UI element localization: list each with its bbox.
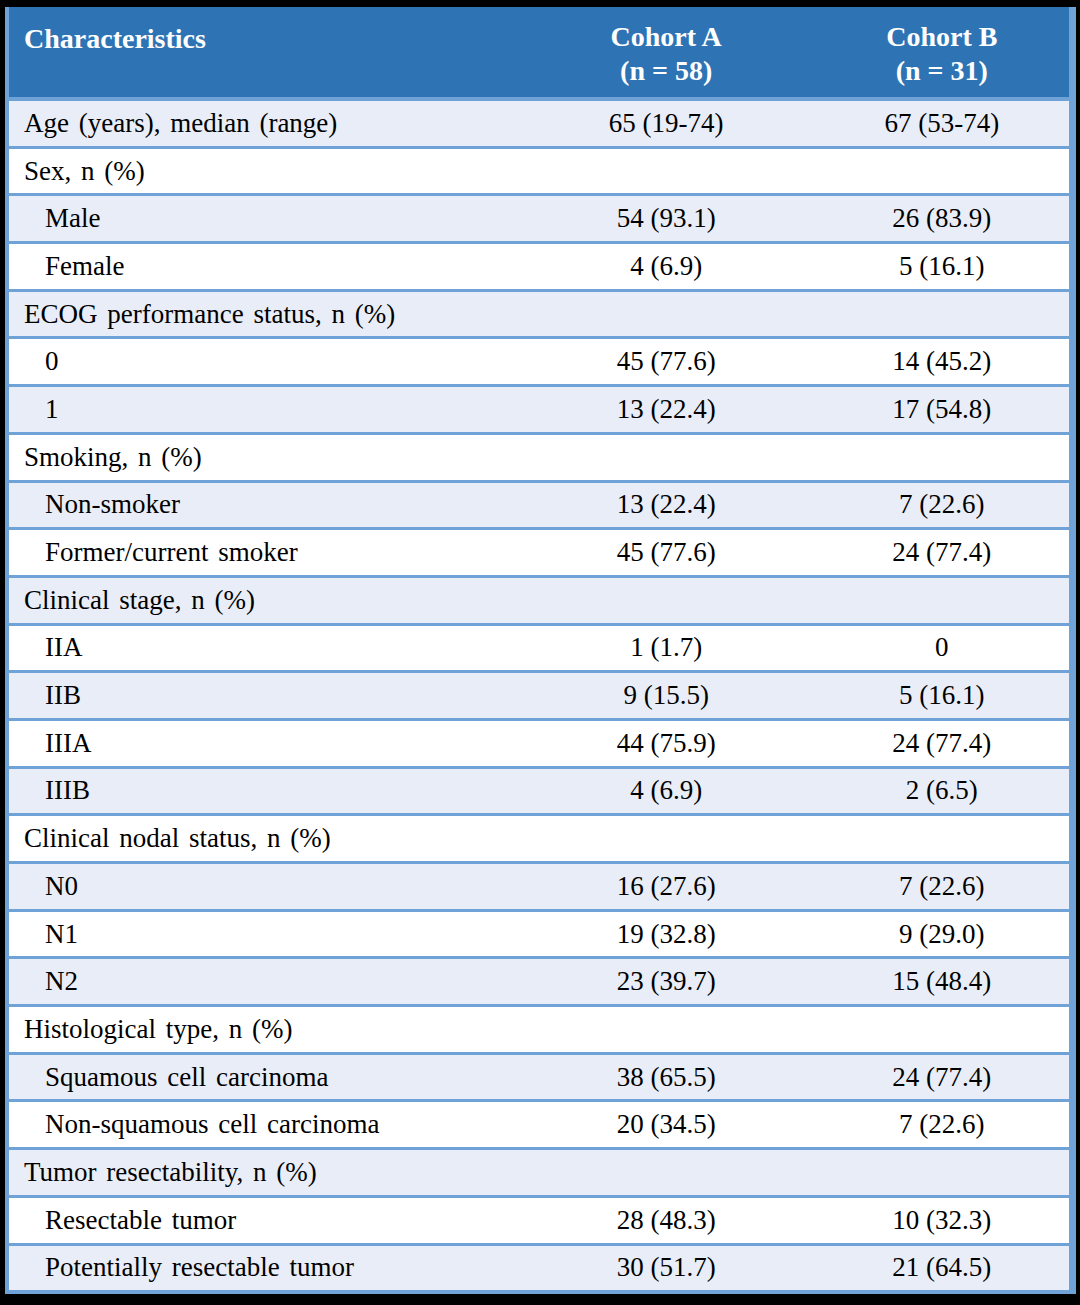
cohort-a-cell: 16 (27.6) [518,871,815,902]
cohort-b-cell: 67 (53-74) [815,108,1069,139]
characteristic-cell: Non-squamous cell carcinoma [9,1109,518,1140]
cohort-b-cell: 26 (83.9) [815,203,1069,234]
characteristic-cell: Resectable tumor [9,1205,518,1236]
cohort-a-cell: 28 (48.3) [518,1205,815,1236]
characteristic-cell: 0 [9,346,518,377]
characteristic-cell: Squamous cell carcinoma [9,1062,518,1093]
table-row: Sex, n (%) [9,146,1069,194]
characteristic-cell: IIA [9,632,518,663]
characteristic-cell: N0 [9,871,518,902]
cohort-a-cell: 9 (15.5) [518,680,815,711]
table-row: IIIB 4 (6.9) 2 (6.5) [9,766,1069,814]
table-header-row: Characteristics Cohort A (n = 58) Cohort… [9,7,1069,101]
table-row: Male 54 (93.1) 26 (83.9) [9,193,1069,241]
characteristic-cell: N1 [9,919,518,950]
characteristic-cell: ECOG performance status, n (%) [9,299,518,330]
cohort-b-cell: 7 (22.6) [815,1109,1069,1140]
cohort-b-cell: 5 (16.1) [815,680,1069,711]
cohort-a-cell: 44 (75.9) [518,728,815,759]
cohort-b-cell: 24 (77.4) [815,728,1069,759]
cohort-a-cell: 23 (39.7) [518,966,815,997]
table-row: Former/current smoker 45 (77.6) 24 (77.4… [9,527,1069,575]
header-cohort-b: Cohort B (n = 31) [815,7,1069,97]
header-cohort-a-n: (n = 58) [518,57,815,85]
cohort-a-cell: 13 (22.4) [518,394,815,425]
table-row: Squamous cell carcinoma 38 (65.5) 24 (77… [9,1052,1069,1100]
cohort-a-cell: 45 (77.6) [518,346,815,377]
characteristic-cell: Female [9,251,518,282]
characteristic-cell: Male [9,203,518,234]
table-body: Age (years), median (range) 65 (19-74) 6… [9,101,1069,1290]
cohort-b-cell: 2 (6.5) [815,775,1069,806]
characteristic-cell: IIIA [9,728,518,759]
cohort-a-cell: 1 (1.7) [518,632,815,663]
table-row: IIB 9 (15.5) 5 (16.1) [9,670,1069,718]
header-cohort-a: Cohort A (n = 58) [518,7,815,97]
table-row: Histological type, n (%) [9,1004,1069,1052]
cohort-b-cell: 5 (16.1) [815,251,1069,282]
characteristic-cell: IIB [9,680,518,711]
table-row: Clinical nodal status, n (%) [9,813,1069,861]
header-cohort-a-name: Cohort A [518,23,815,51]
characteristic-cell: Tumor resectability, n (%) [9,1157,518,1188]
cohort-b-cell: 17 (54.8) [815,394,1069,425]
table-row: N2 23 (39.7) 15 (48.4) [9,956,1069,1004]
cohort-a-cell: 19 (32.8) [518,919,815,950]
cohort-a-cell: 54 (93.1) [518,203,815,234]
characteristic-cell: Smoking, n (%) [9,442,518,473]
cohort-a-cell: 38 (65.5) [518,1062,815,1093]
table-row: ECOG performance status, n (%) [9,289,1069,337]
table-row: 0 45 (77.6) 14 (45.2) [9,336,1069,384]
cohort-a-cell: 30 (51.7) [518,1252,815,1283]
table-row: Female 4 (6.9) 5 (16.1) [9,241,1069,289]
cohort-b-cell: 7 (22.6) [815,489,1069,520]
table-row: Non-smoker 13 (22.4) 7 (22.6) [9,480,1069,528]
cohort-a-cell: 65 (19-74) [518,108,815,139]
characteristic-cell: Age (years), median (range) [9,108,518,139]
characteristic-cell: Clinical nodal status, n (%) [9,823,518,854]
table-row: Resectable tumor 28 (48.3) 10 (32.3) [9,1195,1069,1243]
characteristics-table: Characteristics Cohort A (n = 58) Cohort… [5,7,1076,1294]
cohort-b-cell: 7 (22.6) [815,871,1069,902]
header-cohort-b-name: Cohort B [815,23,1069,51]
table-row: IIA 1 (1.7) 0 [9,623,1069,671]
cohort-b-cell: 0 [815,632,1069,663]
characteristic-cell: 1 [9,394,518,425]
cohort-b-cell: 9 (29.0) [815,919,1069,950]
table-row: Tumor resectability, n (%) [9,1147,1069,1195]
characteristic-cell: N2 [9,966,518,997]
header-characteristics: Characteristics [9,7,518,97]
characteristic-cell: Potentially resectable tumor [9,1252,518,1283]
cohort-a-cell: 4 (6.9) [518,251,815,282]
characteristic-cell: Histological type, n (%) [9,1014,518,1045]
characteristic-cell: IIIB [9,775,518,806]
table-row: N1 19 (32.8) 9 (29.0) [9,909,1069,957]
characteristic-cell: Former/current smoker [9,537,518,568]
cohort-b-cell: 24 (77.4) [815,537,1069,568]
table-row: Clinical stage, n (%) [9,575,1069,623]
table-row: 1 13 (22.4) 17 (54.8) [9,384,1069,432]
table-row: Smoking, n (%) [9,432,1069,480]
header-cohort-b-n: (n = 31) [815,57,1069,85]
cohort-a-cell: 45 (77.6) [518,537,815,568]
table-row: Age (years), median (range) 65 (19-74) 6… [9,101,1069,146]
table-row: Non-squamous cell carcinoma 20 (34.5) 7 … [9,1099,1069,1147]
characteristic-cell: Sex, n (%) [9,156,518,187]
cohort-a-cell: 13 (22.4) [518,489,815,520]
characteristic-cell: Clinical stage, n (%) [9,585,518,616]
cohort-b-cell: 10 (32.3) [815,1205,1069,1236]
table-row: Potentially resectable tumor 30 (51.7) 2… [9,1243,1069,1291]
cohort-a-cell: 4 (6.9) [518,775,815,806]
table-row: N0 16 (27.6) 7 (22.6) [9,861,1069,909]
table-row: IIIA 44 (75.9) 24 (77.4) [9,718,1069,766]
cohort-a-cell: 20 (34.5) [518,1109,815,1140]
cohort-b-cell: 21 (64.5) [815,1252,1069,1283]
characteristic-cell: Non-smoker [9,489,518,520]
cohort-b-cell: 24 (77.4) [815,1062,1069,1093]
cohort-b-cell: 14 (45.2) [815,346,1069,377]
cohort-b-cell: 15 (48.4) [815,966,1069,997]
